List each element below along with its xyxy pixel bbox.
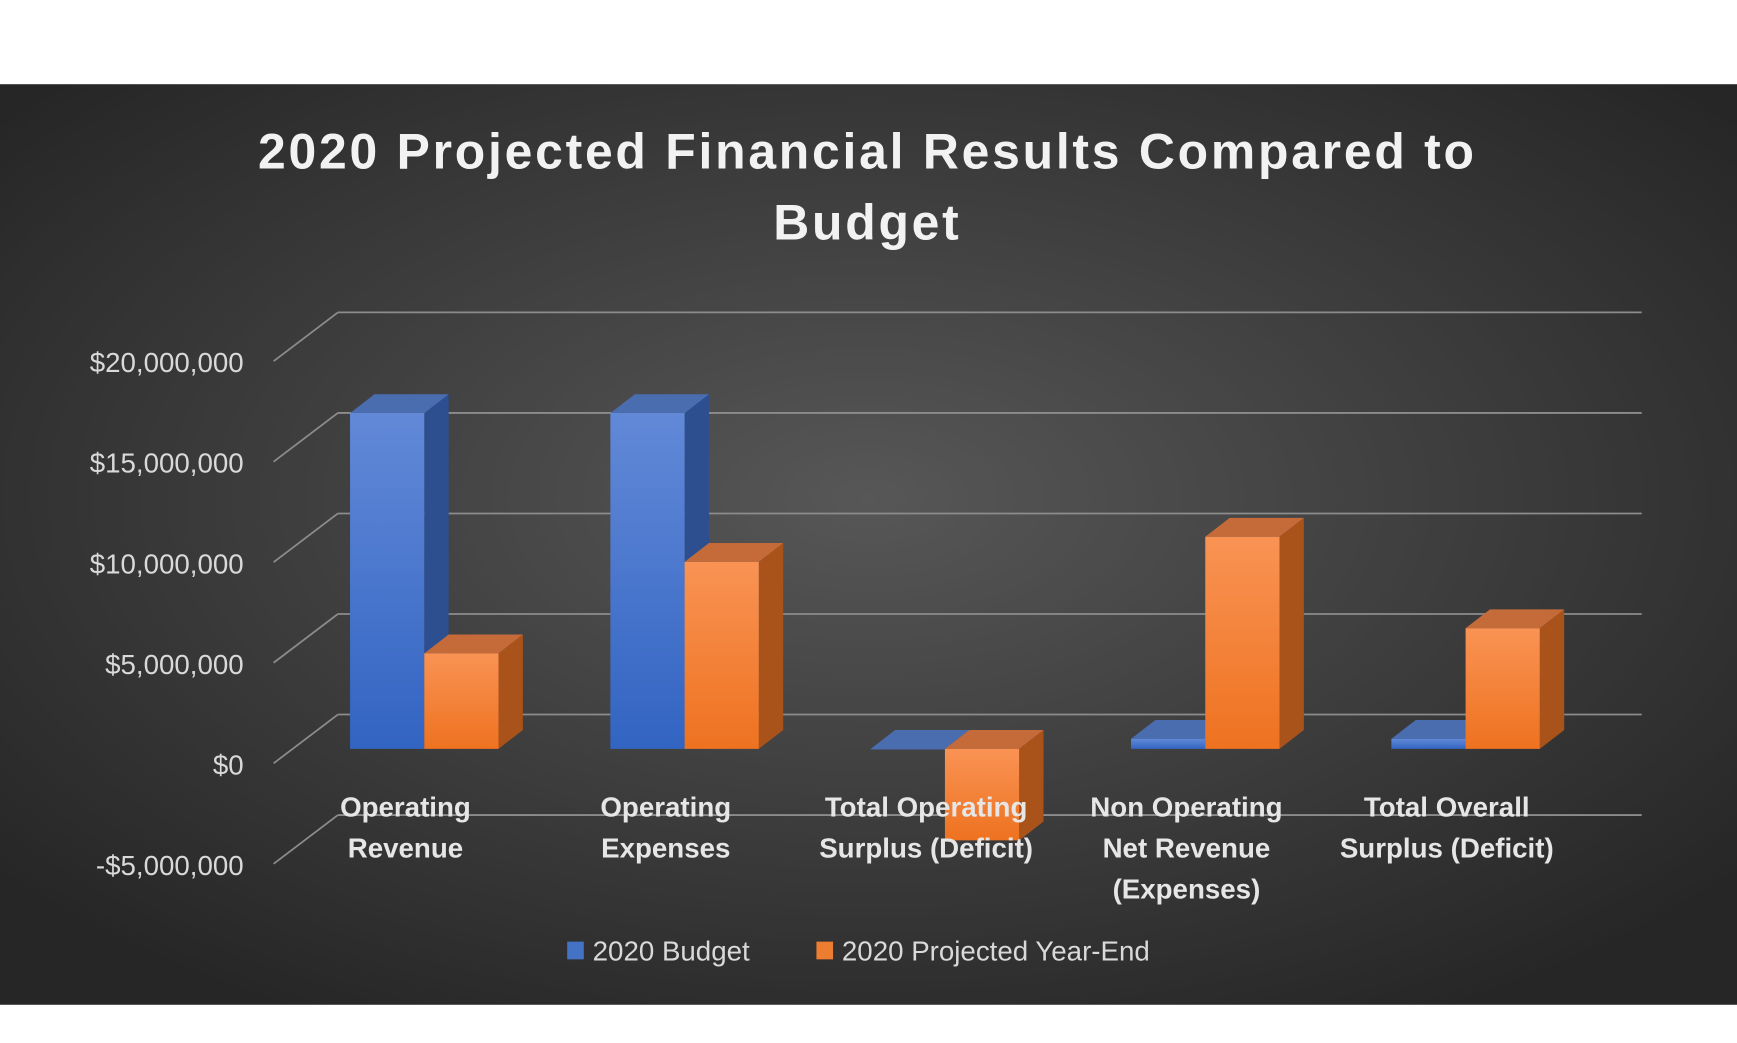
gridline-depth bbox=[273, 512, 339, 563]
bar-top bbox=[870, 730, 970, 749]
gridline-depth bbox=[273, 613, 339, 664]
gridlines bbox=[273, 311, 1642, 865]
bar-projected-2 bbox=[944, 730, 1044, 841]
bar-top bbox=[610, 394, 709, 414]
gridline-depth bbox=[273, 814, 339, 865]
y-tick-label: $5,000,000 bbox=[105, 649, 244, 680]
y-tick-label: $20,000,000 bbox=[90, 347, 244, 378]
x-tick-label: Surplus (Deficit) bbox=[819, 832, 1033, 863]
x-tick-label: Total Overall bbox=[1364, 791, 1530, 822]
bar-front bbox=[1131, 738, 1206, 749]
x-tick-label: Net Revenue bbox=[1103, 832, 1271, 863]
bar-front bbox=[610, 413, 685, 749]
y-tick-label: $0 bbox=[213, 749, 244, 780]
bar-projected-4 bbox=[1465, 609, 1565, 749]
x-tick-label: (Expenses) bbox=[1113, 873, 1261, 904]
bar-top bbox=[1205, 517, 1304, 537]
bar-projected-0 bbox=[424, 634, 523, 749]
bar-projected-3 bbox=[1205, 517, 1304, 749]
bar-side bbox=[758, 543, 784, 749]
x-tick-label: Surplus (Deficit) bbox=[1340, 832, 1554, 863]
bar-side bbox=[1279, 517, 1304, 749]
y-tick-label: -$5,000,000 bbox=[96, 850, 244, 881]
x-tick-label: Operating bbox=[340, 791, 471, 822]
x-tick-label: Operating bbox=[600, 791, 731, 822]
x-axis-labels: Operating Revenue Operating Expenses Total O… bbox=[340, 791, 1554, 904]
bar-front bbox=[944, 748, 1020, 841]
legend-swatch-budget bbox=[567, 941, 584, 960]
bar-top bbox=[1465, 609, 1565, 629]
bar-top bbox=[1131, 719, 1230, 739]
x-tick-label: Expenses bbox=[601, 832, 730, 863]
legend-label-projected: 2020 Projected Year-End bbox=[842, 935, 1150, 966]
bar-top bbox=[424, 634, 523, 654]
y-tick-label: $15,000,000 bbox=[90, 448, 244, 479]
bar-budget-0 bbox=[350, 394, 449, 749]
gridline-depth bbox=[273, 713, 339, 764]
legend-swatch-projected bbox=[816, 941, 834, 960]
bar-front bbox=[1391, 738, 1466, 749]
bar-front bbox=[424, 653, 499, 749]
bar-top bbox=[350, 394, 449, 414]
bar-top bbox=[684, 543, 784, 562]
bars bbox=[350, 394, 1565, 841]
x-tick-label: Non Operating bbox=[1090, 791, 1282, 822]
bar-projected-1 bbox=[684, 543, 784, 749]
bar-side bbox=[498, 634, 523, 749]
bar-front bbox=[870, 748, 945, 750]
legend-label-budget: 2020 Budget bbox=[593, 935, 750, 966]
bar-front bbox=[1465, 628, 1540, 749]
bar-top bbox=[944, 730, 1044, 749]
chart-title-line-2: Budget bbox=[773, 194, 961, 250]
x-tick-label: Revenue bbox=[348, 832, 463, 863]
bar-front bbox=[1205, 536, 1280, 749]
x-tick-label: Total Operating bbox=[825, 791, 1028, 822]
bar-side bbox=[1539, 609, 1565, 749]
bar-budget-2 bbox=[870, 730, 970, 750]
gridline-depth bbox=[273, 311, 339, 362]
bar-side bbox=[1019, 730, 1044, 841]
gridline-depth bbox=[273, 412, 339, 463]
legend: 2020 Budget 2020 Projected Year-End bbox=[567, 935, 1150, 966]
bar-front bbox=[350, 413, 425, 749]
chart-title-line-1: 2020 Projected Financial Results Compare… bbox=[258, 123, 1477, 179]
bar-front bbox=[684, 561, 759, 749]
y-axis-ticks: -$5,000,000 $0 $5,000,000 $10,000,000 $15,00… bbox=[90, 347, 244, 881]
y-tick-label: $10,000,000 bbox=[90, 548, 244, 579]
bar-top bbox=[1391, 719, 1490, 739]
